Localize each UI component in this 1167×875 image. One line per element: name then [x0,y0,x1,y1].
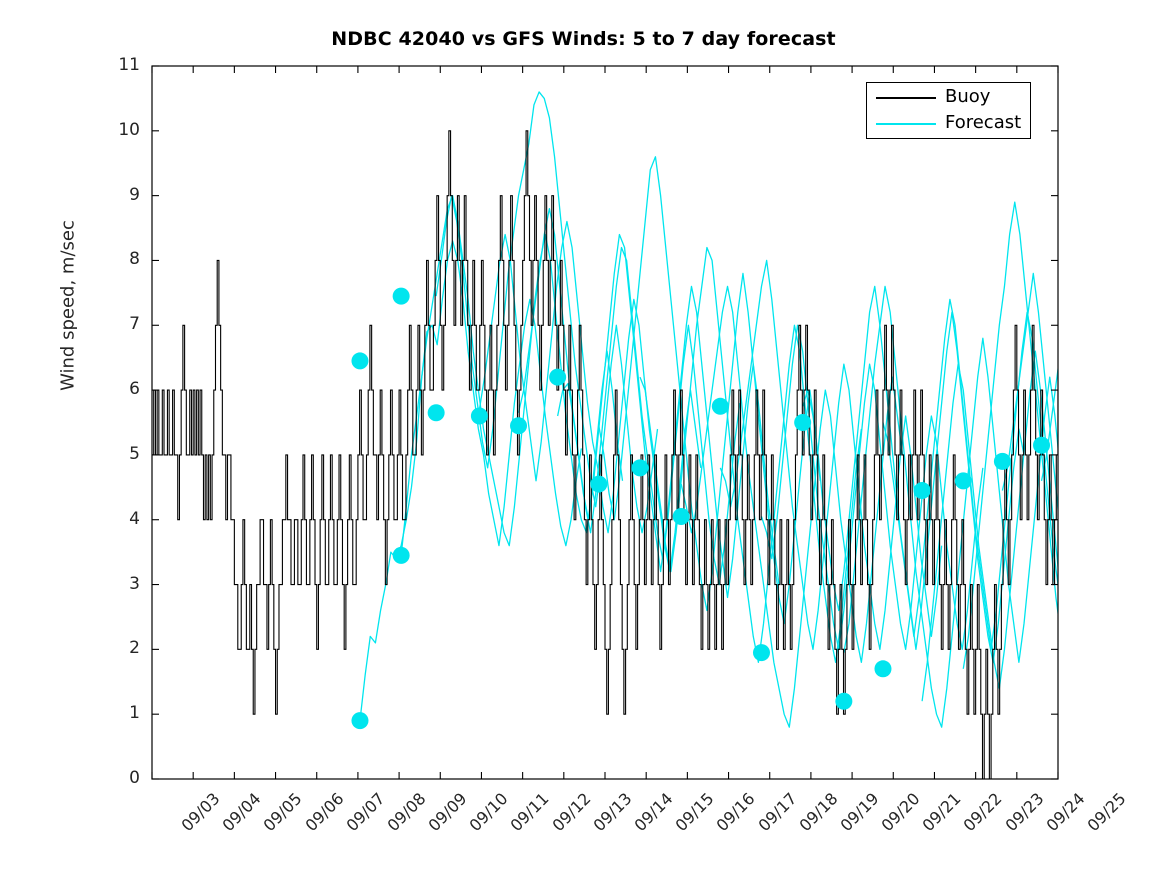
y-tick-label: 1 [129,703,140,724]
legend-item-forecast: Forecast [867,111,1032,137]
y-tick-label: 10 [118,119,140,140]
y-tick-label: 11 [118,55,140,75]
buoy-series-group [152,130,1058,779]
page-title: NDBC 42040 vs GFS Winds: 5 to 7 day fore… [331,28,836,50]
y-tick-label: 8 [129,249,140,270]
y-tick-label: 2 [129,638,140,659]
forecast-marker-group [351,287,1051,730]
y-tick-label: 6 [129,379,140,400]
legend-item-buoy: Buoy [867,85,1032,111]
y-tick-label: 4 [129,508,140,529]
y-tick-label: 0 [129,768,140,788]
chart-legend: Buoy Forecast [866,82,1031,139]
legend-swatch-buoy [876,97,936,99]
y-tick-label: 3 [129,573,140,594]
legend-swatch-forecast [876,123,936,125]
axes-group [151,65,1059,780]
y-tick-label: 7 [129,314,140,335]
legend-label-forecast: Forecast [945,112,1022,133]
y-tick-label: 9 [129,184,140,205]
legend-label-buoy: Buoy [945,86,991,107]
y-tick-label: 5 [129,443,140,464]
